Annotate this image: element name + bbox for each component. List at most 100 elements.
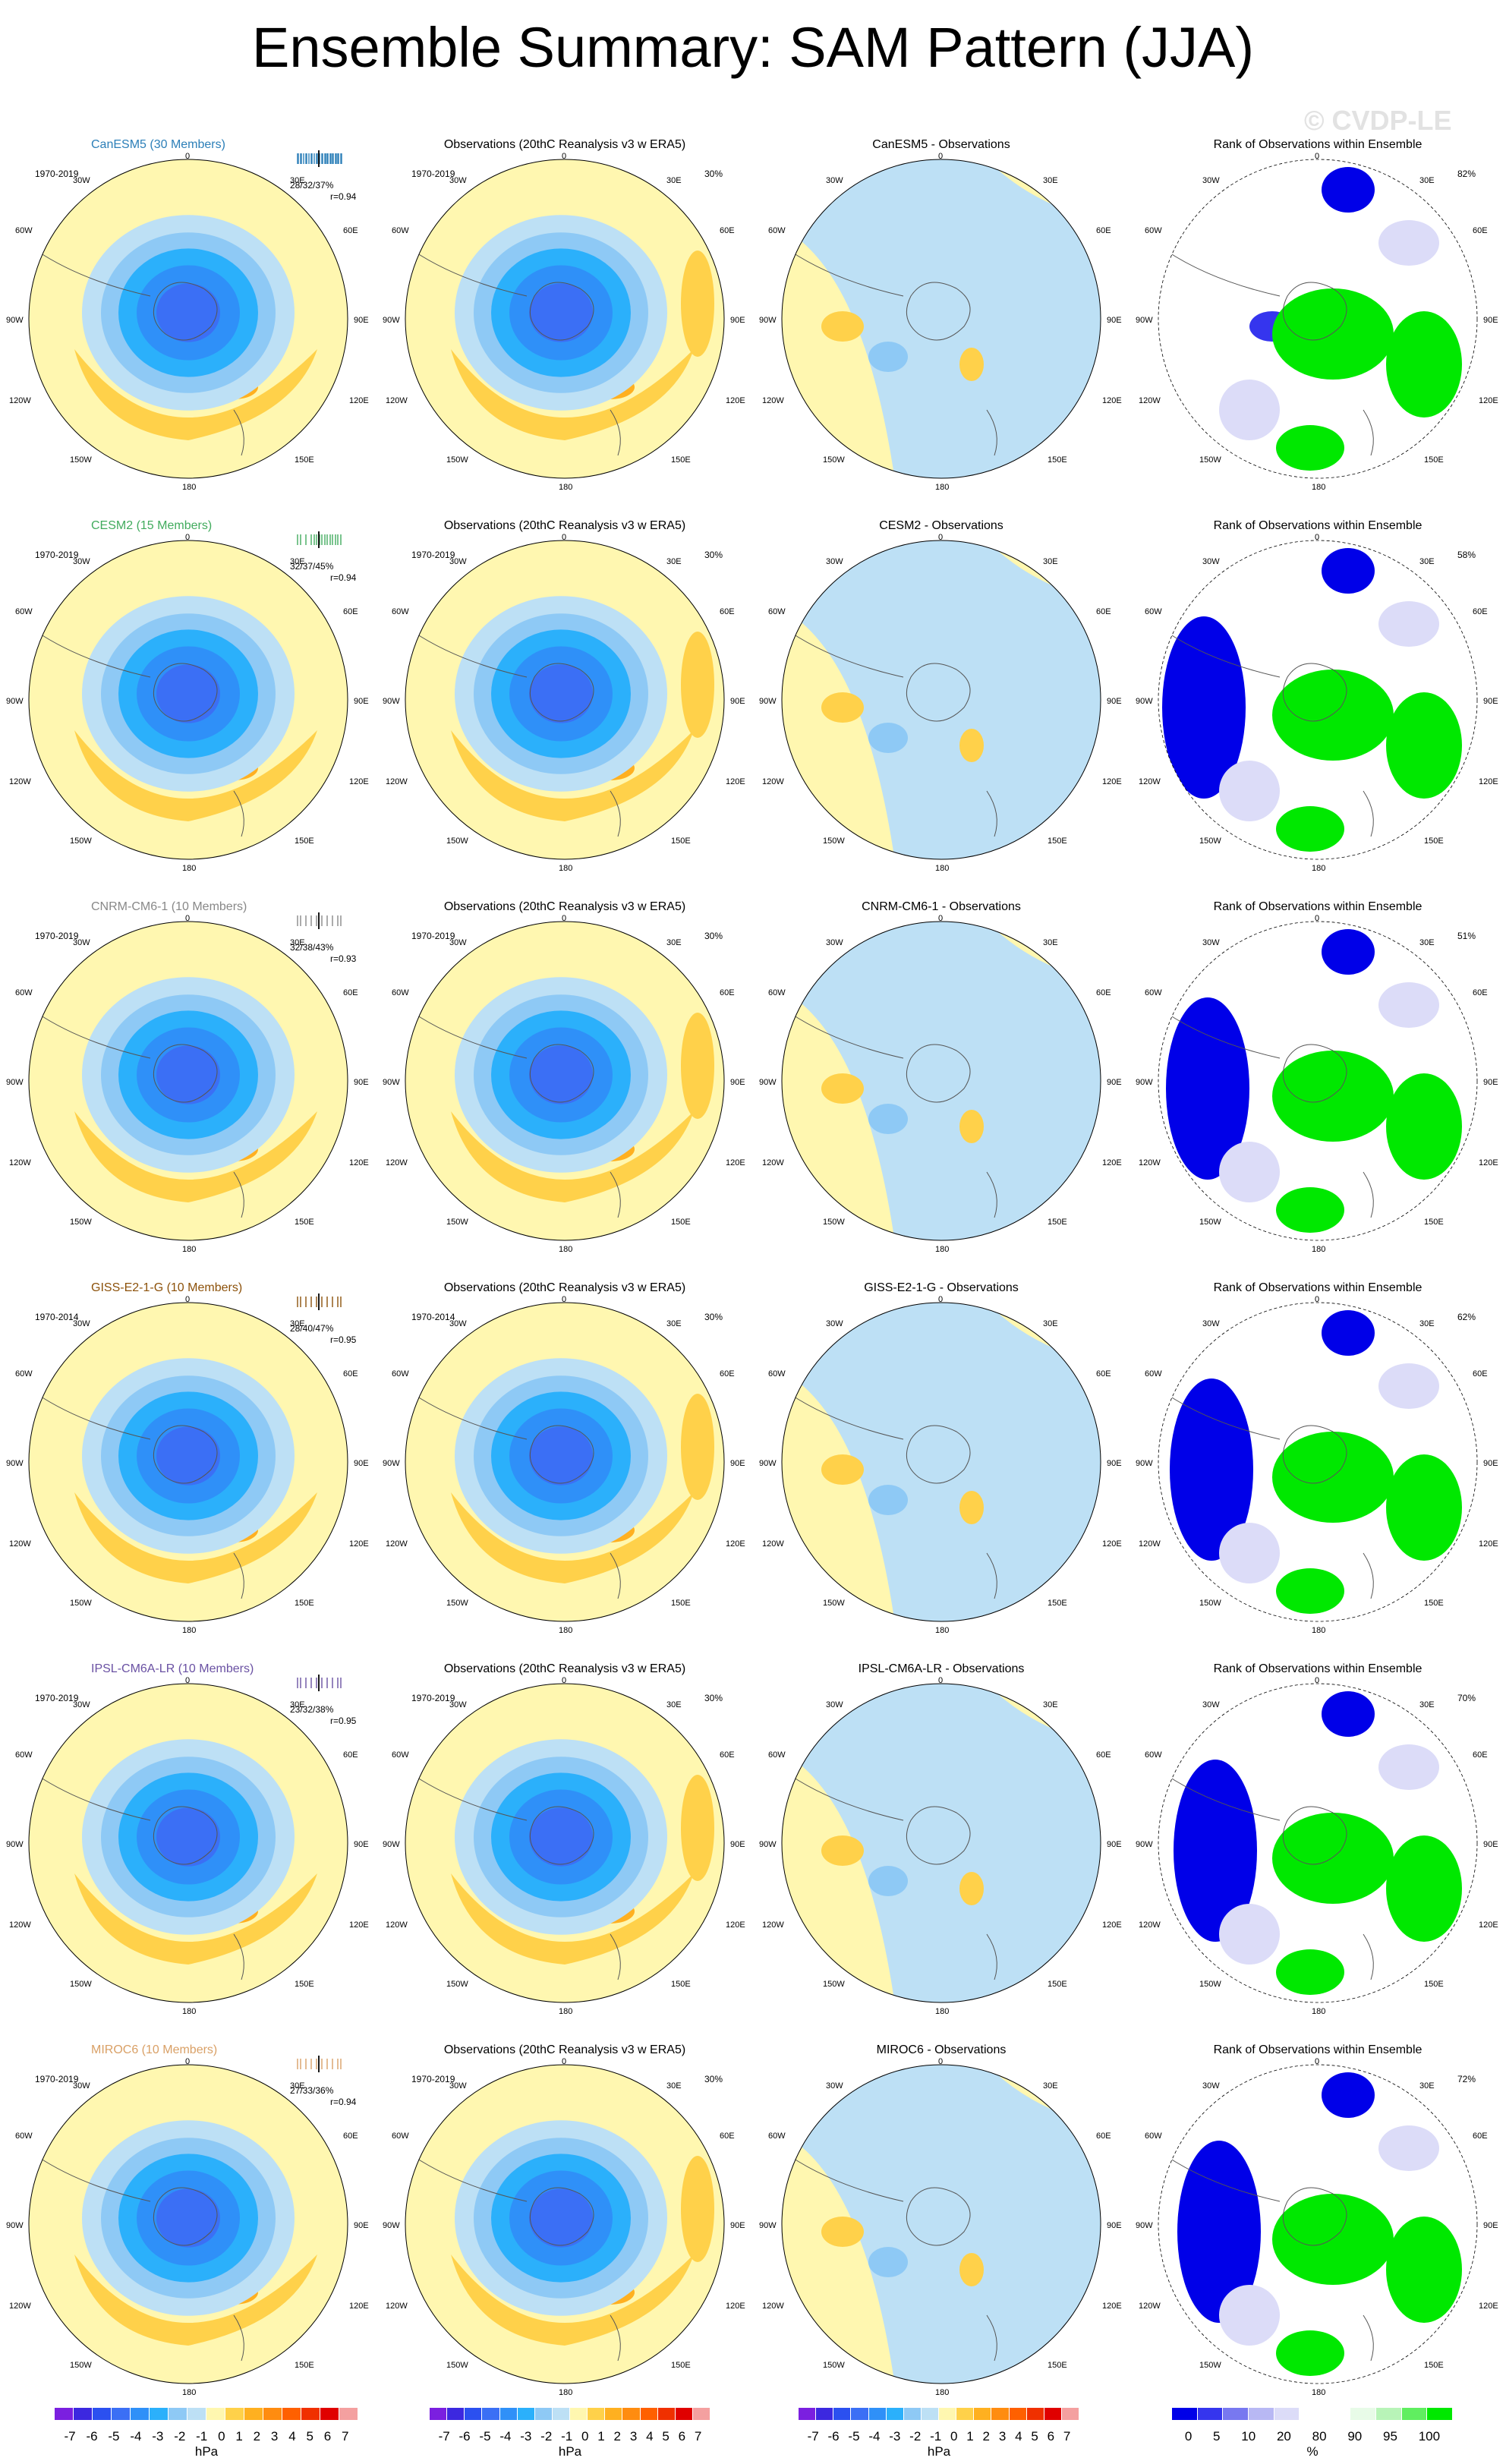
lon-label-n150e: 150E (1424, 1599, 1444, 1608)
new-zealand-coastline (1363, 1171, 1374, 1218)
lon-label-n90w: 90W (383, 1840, 400, 1849)
south-america-coastline (789, 1012, 904, 1059)
positive-band (451, 1111, 694, 1202)
map-frame (1158, 1683, 1478, 2003)
polar-map (405, 1683, 725, 2003)
map-frame (1158, 2064, 1478, 2384)
lon-label-n150w: 150W (1199, 2361, 1221, 2370)
lon-label-n150w: 150W (70, 837, 92, 846)
lon-label-n30e: 30E (666, 1319, 682, 1328)
lon-label-n120e: 120E (349, 1539, 369, 1549)
positive-core (959, 1872, 984, 1905)
lon-label-bottom: 180 (935, 2007, 950, 2016)
colorbar-tick-label: -4 (130, 2429, 142, 2444)
colorbar-tick-label: 1 (966, 2429, 974, 2444)
colorbar-tick-label: -1 (561, 2429, 573, 2444)
lon-label-n150w: 150W (1199, 455, 1221, 465)
lon-label-top: 0 (1315, 2057, 1320, 2066)
lon-label-n120w: 120W (1139, 396, 1161, 405)
lon-label-n120e: 120E (1479, 1920, 1498, 1930)
new-zealand-coastline (986, 790, 997, 837)
lon-label-n150w: 150W (823, 1218, 845, 1227)
lon-label-n150w: 150W (446, 1599, 468, 1608)
colorbar-tick-label: -2 (540, 2429, 553, 2444)
colorbar-swatch (1061, 2408, 1079, 2420)
colorbar-swatch (112, 2408, 131, 2420)
lon-label-n30w: 30W (73, 176, 90, 185)
positive-band (74, 730, 317, 821)
colorbar-swatch (921, 2408, 939, 2420)
polar-map (1158, 2064, 1478, 2384)
lon-label-n30w: 30W (826, 1700, 843, 1709)
year-range: 1970-2019 (411, 931, 455, 941)
south-america-coastline (789, 1774, 904, 1821)
lon-label-n120w: 120W (386, 777, 408, 786)
lon-label-n60e: 60E (1473, 226, 1488, 235)
positive-core (959, 729, 984, 762)
antarctica-coastline (906, 2187, 971, 2246)
antarctica-coastline (153, 2187, 218, 2246)
pattern-stat: 28/40/47% (290, 1323, 334, 1334)
lon-label-n90e: 90E (730, 316, 745, 325)
lon-label-n60w: 60W (392, 1369, 409, 1379)
antarctica-coastline (153, 1806, 218, 1865)
lon-label-n120w: 120W (9, 396, 31, 405)
rank-percent: 62% (1457, 1312, 1476, 1322)
rank-region-3 (1322, 167, 1375, 213)
positive-band (74, 349, 317, 440)
positive-lobe (681, 2156, 714, 2262)
lon-label-bottom: 180 (1312, 483, 1326, 492)
polar-map (1158, 540, 1478, 860)
colorbar-swatch (1376, 2408, 1402, 2420)
lon-label-n30e: 30E (290, 2081, 305, 2091)
antarctica-coastline (529, 2187, 594, 2246)
lon-label-n60e: 60E (343, 607, 358, 616)
panel-obs-row-1: Observations (20thC Reanalysis v3 w ERA5… (376, 118, 753, 501)
lon-label-n60w: 60W (1145, 1750, 1162, 1760)
antarctica-coastline (1282, 663, 1347, 722)
antarctica-coastline (1282, 1806, 1347, 1865)
difference-title: CESM2 - Observations (879, 519, 1003, 532)
lat-label: 30% (704, 931, 723, 941)
map-frame (28, 1683, 348, 2003)
pattern-stat: 32/37/45% (290, 561, 334, 572)
negative-contour-4 (529, 1807, 593, 1867)
colorbar-tick-label: 6 (1047, 2429, 1055, 2444)
lon-label-n60e: 60E (720, 1369, 735, 1379)
lon-label-n120w: 120W (9, 1539, 31, 1549)
lon-label-n60w: 60W (1145, 226, 1162, 235)
new-zealand-coastline (233, 2314, 244, 2362)
negative-contour-4 (156, 2188, 220, 2248)
rank-region-2 (1386, 2217, 1462, 2323)
positive-lobe (681, 1013, 714, 1119)
map-frame (405, 1683, 725, 2003)
new-zealand-coastline (1363, 1933, 1374, 1980)
lon-label-n30e: 30E (1043, 176, 1058, 185)
difference-title: GISS-E2-1-G - Observations (864, 1281, 1019, 1294)
lon-label-bottom: 180 (182, 864, 197, 873)
year-range: 1970-2019 (411, 2074, 455, 2084)
lon-label-n60e: 60E (343, 2132, 358, 2141)
lon-label-n150e: 150E (295, 1980, 314, 1989)
lon-label-n60w: 60W (768, 607, 786, 616)
lon-label-n60e: 60E (720, 226, 735, 235)
colorbar-tick-label: 7 (1063, 2429, 1071, 2444)
lon-label-n150e: 150E (295, 837, 314, 846)
lon-label-n150w: 150W (70, 1218, 92, 1227)
lon-label-n90e: 90E (730, 1078, 745, 1087)
colorbar-swatch (169, 2408, 187, 2420)
year-range: 1970-2019 (411, 1693, 455, 1703)
lon-label-n90e: 90E (1107, 2221, 1122, 2230)
lon-label-top: 0 (938, 2057, 944, 2066)
lon-label-top: 0 (185, 152, 191, 161)
lon-label-n60w: 60W (15, 1750, 33, 1760)
lon-label-bottom: 180 (559, 483, 573, 492)
rank-region-4 (1276, 1949, 1344, 1995)
lon-label-n120w: 120W (386, 1920, 408, 1930)
rank-region-0 (1166, 997, 1249, 1180)
negative-contour-4 (529, 283, 593, 342)
rank-region-4 (1276, 1568, 1344, 1614)
positive-band (74, 1111, 317, 1202)
panel-rank-row-5: Rank of Observations within Ensemble 70% 0… (1130, 1643, 1506, 2025)
